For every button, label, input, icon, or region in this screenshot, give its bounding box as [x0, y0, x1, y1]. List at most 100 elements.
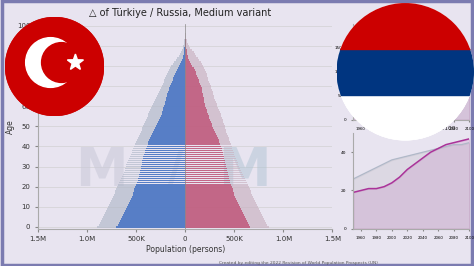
- Bar: [124, 172, 185, 173]
- Bar: [140, 134, 185, 135]
- Bar: [185, 164, 226, 165]
- Bar: [185, 53, 187, 55]
- Bar: [152, 105, 185, 107]
- Bar: [185, 149, 233, 151]
- Bar: [167, 71, 185, 73]
- Bar: [185, 178, 229, 180]
- Bar: [185, 178, 245, 180]
- Bar: [179, 65, 185, 67]
- Bar: [185, 59, 200, 61]
- Bar: [183, 45, 185, 47]
- Bar: [109, 204, 185, 206]
- Bar: [180, 63, 185, 65]
- Bar: [144, 123, 185, 125]
- Text: △ of Türkiye / Russia, Medium variant: △ of Türkiye / Russia, Medium variant: [89, 8, 271, 18]
- Bar: [142, 161, 185, 163]
- Bar: [185, 127, 213, 129]
- Bar: [146, 149, 185, 151]
- Bar: [185, 89, 202, 91]
- Bar: [117, 188, 185, 189]
- Bar: [185, 143, 231, 145]
- Bar: [128, 204, 185, 206]
- Bar: [139, 172, 185, 173]
- Bar: [157, 95, 185, 97]
- Bar: [185, 160, 225, 161]
- Bar: [105, 212, 185, 214]
- Bar: [185, 81, 209, 83]
- Bar: [185, 91, 212, 93]
- Bar: [185, 190, 250, 192]
- Bar: [132, 152, 185, 153]
- Bar: [185, 119, 222, 121]
- Bar: [185, 212, 243, 214]
- Bar: [157, 123, 185, 125]
- Bar: [184, 43, 185, 45]
- Bar: [123, 214, 185, 216]
- Bar: [185, 180, 246, 181]
- Bar: [138, 178, 185, 180]
- Bar: [185, 164, 238, 165]
- Bar: [169, 89, 185, 91]
- Bar: [153, 103, 185, 105]
- Bar: [185, 174, 228, 176]
- Bar: [118, 186, 185, 188]
- Polygon shape: [67, 54, 83, 69]
- Bar: [185, 127, 225, 129]
- Bar: [185, 218, 246, 220]
- Bar: [185, 123, 211, 125]
- Bar: [185, 119, 210, 121]
- Bar: [129, 202, 185, 203]
- Bar: [185, 138, 218, 139]
- Bar: [166, 95, 185, 97]
- Bar: [163, 83, 185, 85]
- Bar: [185, 192, 252, 194]
- Bar: [185, 107, 218, 109]
- Bar: [135, 186, 185, 188]
- Circle shape: [26, 38, 75, 88]
- Bar: [156, 97, 185, 99]
- Bar: [168, 91, 185, 93]
- Bar: [185, 85, 201, 87]
- Bar: [176, 59, 185, 61]
- Bar: [185, 161, 238, 163]
- Bar: [153, 131, 185, 133]
- Bar: [185, 67, 204, 69]
- Bar: [119, 182, 185, 184]
- Bar: [141, 131, 185, 133]
- Bar: [185, 111, 220, 113]
- Bar: [185, 188, 249, 189]
- Bar: [161, 115, 185, 117]
- Bar: [185, 126, 212, 127]
- Bar: [185, 73, 197, 75]
- Bar: [99, 224, 185, 226]
- Bar: [164, 105, 185, 107]
- Bar: [185, 79, 209, 81]
- Bar: [185, 103, 205, 105]
- Bar: [185, 198, 236, 200]
- Bar: [185, 139, 219, 141]
- Bar: [185, 214, 262, 216]
- Bar: [173, 81, 185, 83]
- Bar: [136, 184, 185, 185]
- Bar: [140, 170, 185, 172]
- Bar: [185, 138, 228, 139]
- Bar: [185, 180, 230, 181]
- Bar: [185, 174, 243, 176]
- Bar: [146, 148, 185, 149]
- Bar: [142, 164, 185, 165]
- Bar: [111, 198, 185, 200]
- Text: Created by editing the 2022 Revision of World Population Prospects (UN): Created by editing the 2022 Revision of …: [219, 261, 378, 265]
- Bar: [100, 222, 185, 224]
- Bar: [185, 135, 217, 137]
- Bar: [185, 156, 224, 157]
- Bar: [165, 75, 185, 77]
- Bar: [185, 89, 212, 91]
- Bar: [165, 99, 185, 101]
- Bar: [173, 63, 185, 65]
- Bar: [135, 143, 185, 145]
- Bar: [164, 81, 185, 83]
- Bar: [110, 200, 185, 202]
- Bar: [161, 87, 185, 89]
- Title: Trends in Ave. age, 1950-2100: Trends in Ave. age, 1950-2100: [366, 126, 456, 131]
- Bar: [179, 55, 185, 57]
